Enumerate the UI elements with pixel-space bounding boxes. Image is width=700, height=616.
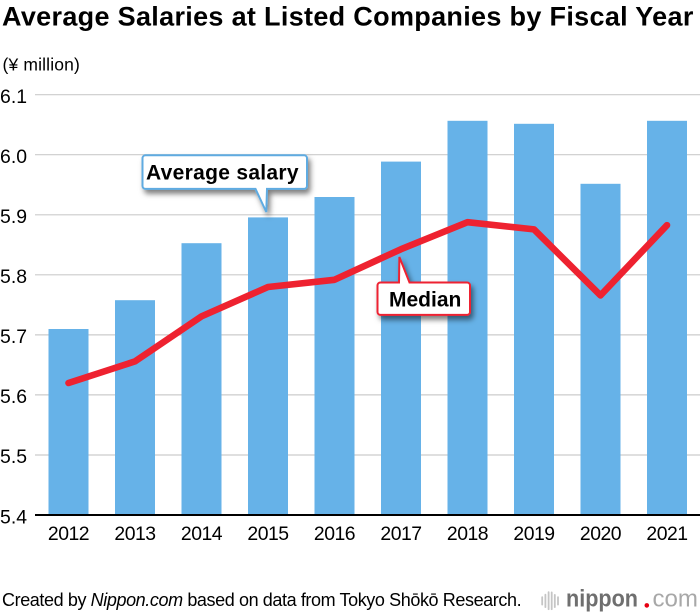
svg-text:6.1: 6.1 <box>0 86 27 108</box>
svg-text:2017: 2017 <box>380 523 421 545</box>
svg-text:com: com <box>653 585 699 612</box>
svg-text:5.7: 5.7 <box>0 326 27 348</box>
svg-text:nippon: nippon <box>566 585 638 612</box>
svg-text:6.0: 6.0 <box>0 146 27 168</box>
svg-text:5.9: 5.9 <box>0 206 27 228</box>
svg-text:Average salary: Average salary <box>146 161 299 184</box>
svg-text:Median: Median <box>389 288 461 311</box>
svg-text:Created by Nippon.com based on: Created by Nippon.com based on data from… <box>2 590 521 610</box>
svg-text:2019: 2019 <box>513 523 554 545</box>
svg-text:5.4: 5.4 <box>0 506 27 528</box>
svg-text:2016: 2016 <box>314 523 355 545</box>
svg-text:5.6: 5.6 <box>0 386 27 408</box>
svg-text:5.5: 5.5 <box>0 446 27 468</box>
svg-text:(¥ million): (¥ million) <box>3 55 81 75</box>
svg-text:Average Salaries at Listed Com: Average Salaries at Listed Companies by … <box>2 2 694 32</box>
svg-text:2020: 2020 <box>580 523 622 545</box>
svg-text:2014: 2014 <box>181 523 223 545</box>
svg-text:2013: 2013 <box>114 523 155 545</box>
svg-text:2021: 2021 <box>646 523 687 545</box>
svg-text:2012: 2012 <box>48 523 89 545</box>
svg-text:2018: 2018 <box>447 523 488 545</box>
svg-text:2015: 2015 <box>247 523 288 545</box>
svg-text:5.8: 5.8 <box>0 266 27 288</box>
